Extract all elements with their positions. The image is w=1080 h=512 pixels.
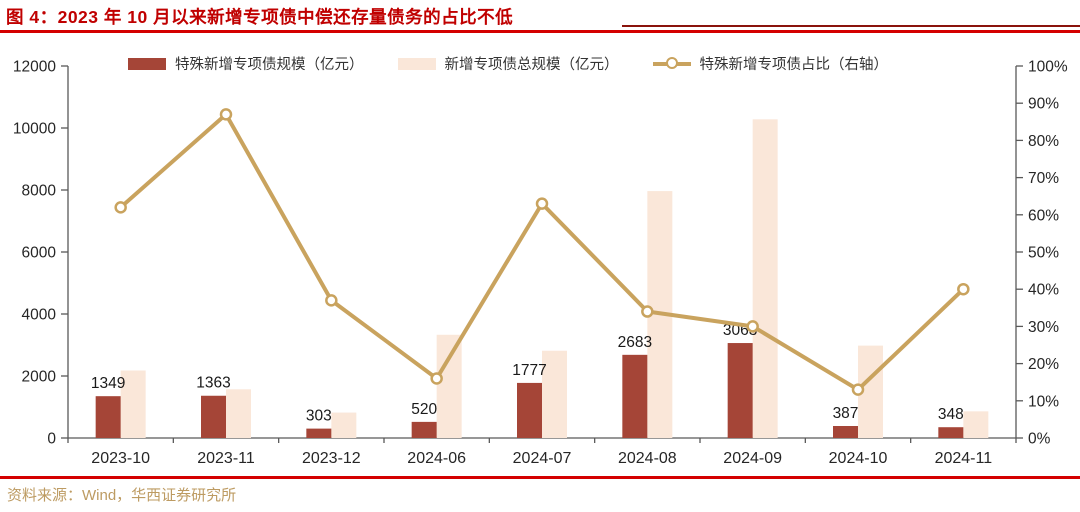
bar-total-2023-10 — [120, 370, 146, 438]
x-axis-category-label: 2024-10 — [829, 450, 888, 467]
bar-total-2023-11 — [226, 389, 251, 438]
right-axis-tick-label: 60% — [1028, 207, 1059, 224]
ratio-point-2024-06 — [430, 372, 443, 385]
x-axis-category-label: 2024-09 — [723, 450, 782, 467]
bar-total-2024-09 — [752, 119, 778, 438]
left-axis-tick-label: 8000 — [22, 183, 57, 200]
bar-special-2024-11 — [938, 427, 964, 438]
chart-svg: 0 2000 4000 6000 8000 10000 12000 0% 10% 20% 30% 40… — [13, 59, 1068, 468]
bar-special-2024-06 — [411, 421, 437, 438]
bar-special-2024-09 — [727, 343, 753, 438]
right-axis-tick-label: 50% — [1028, 245, 1059, 262]
left-axis-tick-label: 10000 — [13, 121, 56, 138]
left-axis-tick-label: 2000 — [22, 369, 57, 386]
bar-value-label-2024-07: 1777 — [512, 362, 546, 379]
right-axis-tick-label: 80% — [1028, 133, 1059, 150]
bar-total-2024-11 — [963, 411, 989, 438]
bar-value-label-2023-10: 1349 — [91, 375, 125, 392]
ratio-point-2024-11 — [957, 282, 970, 296]
bar-value-label-2023-12: 303 — [306, 408, 332, 425]
right-axis-tick-label: 30% — [1028, 319, 1059, 336]
bar-total-2024-07 — [542, 350, 567, 438]
bar-special-2024-10 — [833, 426, 858, 438]
x-axis-category-label: 2023-10 — [91, 450, 150, 467]
bar-value-label-2024-08: 2683 — [618, 334, 652, 351]
legend-bar-swatch-total — [397, 57, 436, 70]
ratio-point-2023-10 — [114, 201, 127, 214]
bar-special-2024-07 — [517, 382, 542, 438]
x-axis-category-label: 2024-06 — [407, 450, 466, 467]
figure-title: 图 4：2023 年 10 月以来新增专项债中偿还存量债务的占比不低 — [6, 7, 514, 27]
right-axis-tick-label: 20% — [1028, 356, 1059, 373]
bar-value-label-2023-11: 1363 — [196, 375, 230, 392]
x-axis-category-label: 2024-08 — [618, 450, 677, 467]
bar-special-2023-12 — [306, 428, 332, 438]
chart-legend: 特殊新增专项债规模（亿元） 新增专项债总规模（亿元） 特殊新增专项债占比（右轴） — [0, 53, 1016, 74]
left-axis-tick-label: 12000 — [13, 59, 56, 76]
bottom-red-rule — [0, 476, 1080, 479]
right-axis-tick-label: 100% — [1028, 59, 1068, 76]
source-note: 资料来源：Wind，华西证券研究所 — [7, 487, 237, 504]
left-axis-tick-label: 4000 — [22, 307, 57, 324]
legend-item-total-bar: 新增专项债总规模（亿元） — [397, 53, 619, 74]
x-axis-category-label: 2024-07 — [513, 450, 572, 467]
x-axis-category-label: 2023-11 — [197, 450, 255, 467]
bar-special-2023-11 — [201, 395, 226, 438]
bar-value-label-2024-11: 348 — [938, 406, 964, 423]
right-axis-tick-label: 70% — [1028, 170, 1059, 187]
left-axis-tick-label: 0 — [47, 431, 56, 448]
legend-item-special-bar: 特殊新增专项债规模（亿元） — [128, 53, 364, 74]
bar-special-2024-08 — [622, 354, 648, 438]
bar-value-label-2024-06: 520 — [411, 401, 437, 418]
bar-total-2023-12 — [331, 412, 357, 438]
legend-item-ratio-line: 特殊新增专项债占比（右轴） — [652, 53, 889, 74]
right-axis-tick-label: 0% — [1028, 431, 1051, 448]
top-red-rule — [0, 30, 1080, 33]
legend-label-ratio-line: 特殊新增专项债占比（右轴） — [699, 57, 889, 73]
ratio-line — [118, 112, 966, 392]
title-underline-thin — [622, 25, 1080, 27]
legend-circle-icon — [665, 57, 678, 69]
bar-special-2023-10 — [95, 396, 121, 438]
bar-total-2024-06 — [436, 334, 462, 438]
bar-value-label-2024-10: 387 — [833, 405, 859, 422]
ratio-point-2024-10 — [851, 383, 865, 396]
left-axis-tick-label: 6000 — [22, 245, 57, 262]
legend-bar-swatch-special — [128, 57, 166, 70]
legend-line-circle-marker — [652, 57, 691, 70]
legend-label-total-bar: 新增专项债总规模（亿元） — [444, 57, 619, 73]
x-axis-category-label: 2023-12 — [302, 450, 361, 467]
ratio-point-2023-11 — [219, 108, 233, 121]
ratio-point-2024-08 — [641, 305, 654, 318]
x-axis-category-label: 2024-11 — [935, 450, 993, 467]
legend-label-special-bar: 特殊新增专项债规模（亿元） — [175, 57, 364, 73]
ratio-point-2024-07 — [535, 197, 549, 210]
right-axis-tick-label: 90% — [1028, 96, 1059, 113]
right-axis-tick-label: 40% — [1028, 282, 1059, 299]
right-axis-tick-label: 10% — [1028, 393, 1059, 410]
ratio-point-2024-09 — [746, 320, 759, 333]
ratio-point-2023-12 — [325, 294, 338, 307]
